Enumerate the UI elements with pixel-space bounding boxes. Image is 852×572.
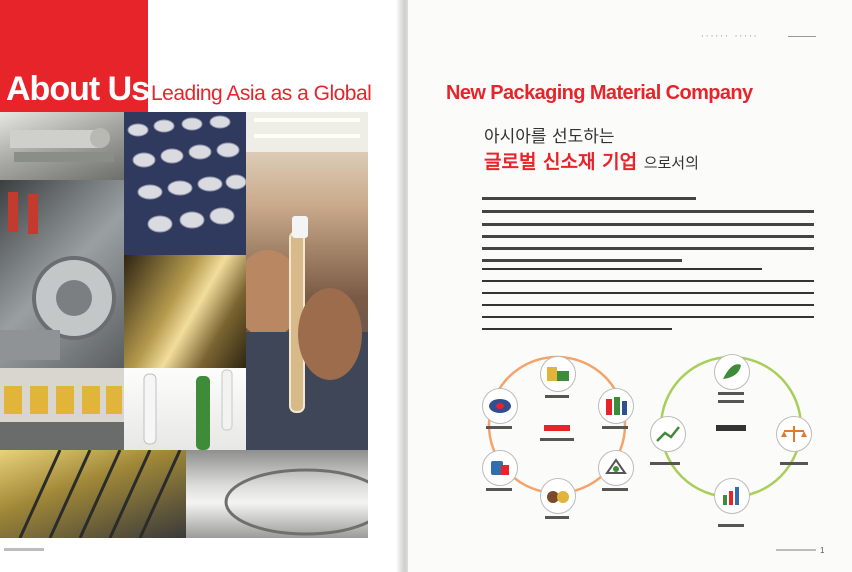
body-text-line	[482, 210, 814, 213]
left-ring-center-sublabel	[540, 438, 574, 441]
photo-containers	[0, 368, 124, 450]
body-text-line	[482, 259, 682, 262]
korean-highlight: 글로벌 신소재 기업	[484, 151, 638, 173]
left-ring-center-label	[544, 425, 570, 431]
body-text-line	[482, 280, 814, 282]
photo-factory-machine	[0, 112, 124, 180]
leaf-icon	[714, 354, 750, 390]
photo-production-line	[0, 180, 124, 368]
packaging-icon	[540, 356, 576, 392]
body-text-line	[482, 235, 814, 238]
node-label	[486, 488, 512, 491]
right-footer-rule	[776, 549, 816, 551]
page-headline: New Packaging Material Company	[446, 82, 753, 104]
photo-test-tubes	[124, 368, 246, 450]
bottle-icon	[482, 450, 518, 486]
header-rule	[788, 36, 816, 37]
node-label	[718, 392, 744, 395]
tagline: Leading Asia as a Global	[151, 82, 372, 105]
growth-icon	[650, 416, 686, 452]
node-label	[545, 516, 569, 519]
body-text-line	[482, 197, 696, 200]
node-label	[602, 426, 628, 429]
page-number: 1	[820, 546, 825, 555]
body-text-line	[482, 223, 814, 226]
body-text-line	[482, 247, 814, 250]
recycle-icon	[598, 450, 634, 486]
running-header: ······ ·····	[700, 32, 758, 41]
photo-gold-film	[124, 255, 246, 368]
photo-metal-roll	[186, 450, 368, 538]
korean-subtitle-line-2: 글로벌 신소재 기업 으로서의	[484, 147, 699, 174]
node-label	[718, 400, 744, 403]
node-label	[486, 426, 512, 429]
body-text-line	[482, 292, 814, 294]
korean-suffix: 으로서의	[643, 154, 699, 172]
node-label	[545, 395, 569, 398]
body-text-line	[482, 268, 762, 270]
korean-subtitle-line-1: 아시아를 선도하는	[484, 127, 615, 147]
body-text-line	[482, 316, 814, 318]
node-label	[602, 488, 628, 491]
page-title: About Us	[6, 70, 150, 108]
node-label	[718, 524, 744, 527]
photo-film-rolls	[0, 450, 186, 538]
node-label	[780, 462, 808, 465]
chemical-icon	[598, 388, 634, 424]
balance-icon	[776, 416, 812, 452]
node-label	[650, 462, 680, 465]
right-ring-center-label	[716, 425, 746, 431]
left-footer-rule	[4, 548, 44, 551]
body-text-line	[482, 328, 672, 330]
title-red-block	[0, 0, 148, 112]
material-icon	[540, 478, 576, 514]
film-roll-icon	[482, 388, 518, 424]
photo-lab-scientist	[246, 112, 368, 450]
photo-bottle-caps	[124, 112, 246, 255]
body-text-line	[482, 304, 814, 306]
chart-icon	[714, 478, 750, 514]
